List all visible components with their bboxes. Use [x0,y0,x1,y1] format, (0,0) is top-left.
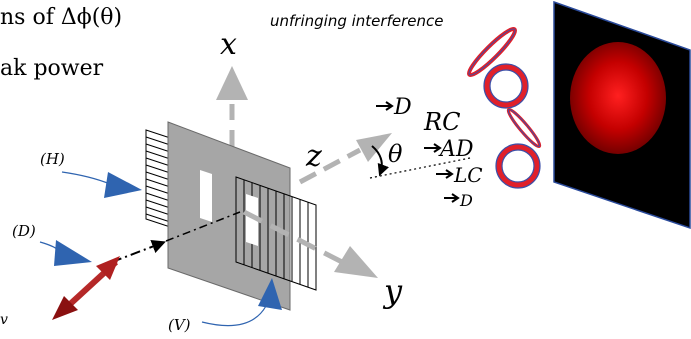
detection-screen [553,0,691,230]
right-arrow-icon [444,193,460,203]
interference-caption: unfringing interference [270,12,443,30]
polarization-ring-right-circular [483,63,529,109]
propagation-line-continued [165,211,241,242]
polarization-state-D2: D [444,191,473,210]
propagation-line [111,239,166,263]
axis-x-label: x [220,27,237,62]
y-axis [242,209,378,278]
y-axis-arrowhead [334,246,378,278]
header-line-1: ns of Δϕ(θ) [0,5,122,30]
label-D: (D) [12,222,36,240]
polarization-state-AD: AD [424,137,474,162]
right-arrow-icon [436,169,454,179]
state-label: RC [423,108,460,136]
polarization-state-LC: LC [436,163,483,187]
state-label: D [393,95,412,120]
label-V: (V) [168,316,191,334]
axis-z-label: z [305,139,322,174]
polarization-state-D: D [376,95,412,120]
polarization-ellipse-diagonal-1 [466,26,518,78]
fragment-v: v [0,312,8,328]
polarization-state-RC: RC [423,108,460,136]
blue-arrow-D-icon [39,240,92,266]
state-label: D [459,191,473,210]
header-line-2: ak power [0,56,104,81]
slit-back [200,170,212,222]
axis-y-label: y [382,272,403,310]
right-arrow-icon [424,143,442,153]
theta-label: θ [388,140,403,168]
x-axis-arrowhead [216,66,248,100]
label-H: (H) [40,150,65,168]
red-double-headed-arrow-icon [52,256,120,320]
right-arrow-icon [376,101,394,111]
blue-arrow-H-icon [61,171,142,198]
red-interference-spot [570,42,666,154]
state-label: AD [438,137,474,162]
polarization-ring-left-circular [495,143,541,189]
slit-front [246,194,258,246]
vertical-polarizer-grid [235,176,317,291]
theta-arc [371,145,389,177]
polarization-ellipse-diagonal-2 [506,107,542,149]
state-label: LC [453,163,483,187]
blue-arrow-V-icon [201,278,282,327]
